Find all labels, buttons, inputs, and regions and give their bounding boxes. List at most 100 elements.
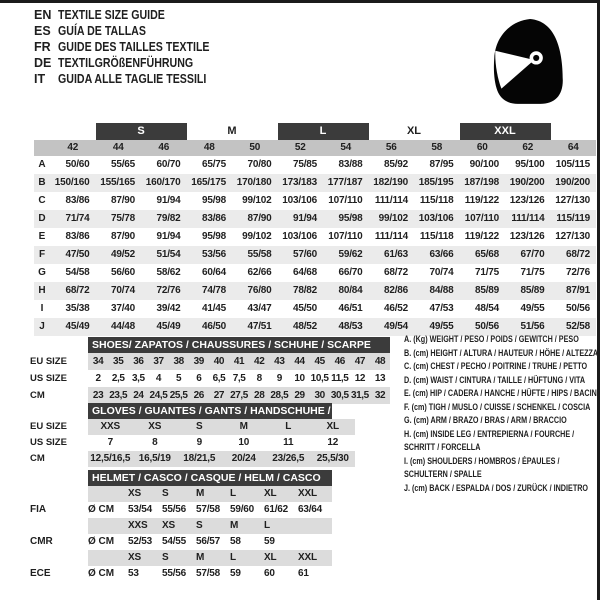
helmet-value-cell: 55/56 xyxy=(162,504,187,515)
shoes-cell: 6,5 xyxy=(212,373,226,384)
measurement-cell: 115/119 xyxy=(556,213,590,224)
measurement-cell: 61/63 xyxy=(383,249,408,260)
measurement-cell: 83/88 xyxy=(338,159,363,170)
measurement-cell: 119/122 xyxy=(464,231,499,242)
helmet-value-cell: 59/60 xyxy=(230,504,255,515)
shoes-cell: 30 xyxy=(314,390,325,401)
row-letter: E xyxy=(38,231,46,242)
shoes-cell: 10 xyxy=(294,373,305,384)
measurement-cell: 83/86 xyxy=(65,231,90,242)
measurement-cell: 50/60 xyxy=(65,159,90,170)
measurement-cell: 47/53 xyxy=(429,303,454,314)
gloves-row-band: 12,5/16,5 16,5/19 18/21,5 20/24 23/26,5 25,5/… xyxy=(88,451,355,467)
measurement-cell: 187/198 xyxy=(464,177,499,188)
shoes-cell: 38 xyxy=(173,356,184,367)
measurement-cell: 83/86 xyxy=(65,195,90,206)
language-code: FR xyxy=(34,40,51,54)
measurement-cell: 47/51 xyxy=(247,321,272,332)
measurement-cell: 91/94 xyxy=(156,231,181,242)
measurement-cell: 99/102 xyxy=(378,213,409,224)
measurement-cell: 75/78 xyxy=(110,213,135,224)
measurement-cell: 115/118 xyxy=(419,195,454,206)
measurement-cell: 105/115 xyxy=(555,159,590,170)
helmet-value-cell: 55/56 xyxy=(162,568,187,579)
measurement-cell: 87/90 xyxy=(110,195,135,206)
measurement-cell: 68/72 xyxy=(565,249,590,260)
helmet-values-row: CMR Ø CM 52/53 54/55 56/57 58 59 xyxy=(30,534,332,550)
language-line: FR GUIDE DES TAILLES TEXTILE xyxy=(34,39,236,55)
helmet-value-cell: 59 xyxy=(230,568,241,579)
measurement-cell: 107/110 xyxy=(328,195,363,206)
language-code: ES xyxy=(34,24,51,38)
measurement-row: C 83/86 87/90 91/94 95/98 99/102 103/106 107/1… xyxy=(34,192,596,210)
measurement-cell: 37/40 xyxy=(110,303,135,314)
measurement-cell: 72/76 xyxy=(156,285,181,296)
legend-line: C. (cm) CHEST / PECHO / POITRINE / TRUHE… xyxy=(404,361,588,371)
legend-line: B. (cm) HEIGHT / ALTURA / HAUTEUR / HÖHE… xyxy=(404,347,599,358)
helmet-value-cell: 58 xyxy=(230,536,241,547)
measurement-cell: 54/58 xyxy=(65,267,90,278)
size-group-label: XXL xyxy=(459,123,551,140)
helmet-values-row: ECE Ø CM 53 55/56 57/58 59 60 61 xyxy=(30,566,332,582)
helmet-standard-label: ECE xyxy=(30,568,51,579)
shoes-cell: 35 xyxy=(113,356,124,367)
language-title: GUIDA ALLE TAGLIE TESSILI xyxy=(58,72,207,86)
gloves-row-band: XXS XS S M L XL xyxy=(88,419,355,435)
shoes-cell: 44 xyxy=(294,356,305,367)
helmet-value-cell: 56/57 xyxy=(196,536,221,547)
measurement-cell: 127/130 xyxy=(555,195,590,206)
helmet-sizes-row: XS S M L XL XXL xyxy=(30,486,332,502)
measurement-cell: 95/98 xyxy=(201,231,226,242)
row-letter: I xyxy=(40,303,44,314)
measurement-cell: 45/49 xyxy=(65,321,90,332)
measurement-cell: 190/200 xyxy=(555,177,590,188)
measurement-cell: 103/106 xyxy=(418,213,454,224)
shoes-row: CM 23 23,5 24 24,5 25,5 26 27 27,5 28 28,5 29 30 30,… xyxy=(30,387,390,404)
size-header-cell: 44 xyxy=(112,142,124,153)
helmet-table: HELMET / CASCO / CASQUE / HELM / CASCO X… xyxy=(30,470,332,582)
measurement-cell: 46/51 xyxy=(338,303,363,314)
measurement-cell: 91/94 xyxy=(292,213,317,224)
gloves-cell: 23/26,5 xyxy=(272,453,305,464)
shoes-cell: 2 xyxy=(95,373,101,384)
measurement-cell: 79/82 xyxy=(156,213,181,224)
measurement-cell: 65/75 xyxy=(201,159,226,170)
shoes-cell: 27 xyxy=(213,390,225,401)
row-letter: H xyxy=(38,285,46,296)
shoes-cell: 31,5 xyxy=(350,390,369,401)
helmet-size-cell: XXS xyxy=(128,520,148,531)
shoes-cell: 11,5 xyxy=(331,373,349,384)
size-header-cell: 54 xyxy=(340,142,352,153)
gloves-row-label: CM xyxy=(30,453,45,464)
gloves-cell: 11 xyxy=(283,437,294,448)
row-letter: A xyxy=(38,159,46,170)
size-header-cell: 62 xyxy=(522,142,534,153)
measurement-cell: 45/50 xyxy=(292,303,317,314)
measurement-row: H 68/72 70/74 72/76 74/78 76/80 78/82 80/84 82/… xyxy=(34,282,596,300)
helmet-standard-group: XS S M L XL XXL FIA Ø CM 53/54 55/56 57/58 59/60… xyxy=(30,486,332,518)
right-border xyxy=(597,0,600,600)
measurement-cell: 39/42 xyxy=(156,303,181,314)
measurement-cell: 71/74 xyxy=(65,213,90,224)
measurement-cell: 49/55 xyxy=(520,303,545,314)
helmet-value-cell: 54/55 xyxy=(162,536,187,547)
helmet-sizes-band: XS S M L XL XXL xyxy=(88,486,332,502)
shoes-cell: 27,5 xyxy=(230,390,248,401)
measurement-cell: 85/92 xyxy=(383,159,408,170)
helmet-size-cell: L xyxy=(230,552,236,563)
measurement-cell: 99/102 xyxy=(242,231,272,242)
size-group-spacer xyxy=(50,123,96,140)
legend-line: D. (cm) WAIST / CINTURA / TAILLE / HÜFTU… xyxy=(404,374,586,385)
unit-spacer xyxy=(88,550,128,566)
shoes-cell: 47 xyxy=(354,356,366,367)
gloves-cell: XS xyxy=(148,421,162,432)
measurement-cell: 50/56 xyxy=(565,303,590,314)
measurement-cell: 52/58 xyxy=(565,321,590,332)
measurement-row: F 47/50 49/52 51/54 53/56 55/58 57/60 59/62 61/… xyxy=(34,246,596,264)
measurement-cell: 85/89 xyxy=(474,285,499,296)
label-spacer xyxy=(30,470,88,486)
measurement-cell: 84/88 xyxy=(429,285,454,296)
row-letter: C xyxy=(38,195,46,206)
measurement-cell: 60/64 xyxy=(201,267,226,278)
helmet-standard-group: XXS XS S M L CMR Ø CM 52/53 54/55 56/57 58 59 xyxy=(30,518,332,550)
